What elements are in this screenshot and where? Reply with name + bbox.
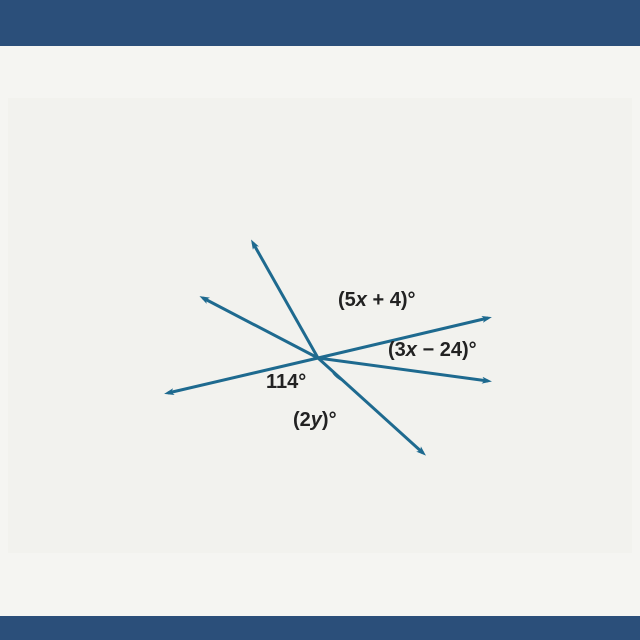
ray-se (318, 358, 423, 453)
diagram-svg: (5x + 4)° (3x − 24)° 114° (2y)° (148, 228, 528, 508)
label-top: (5x + 4)° (338, 289, 416, 311)
ray-e (318, 358, 488, 381)
page-area: (5x + 4)° (3x − 24)° 114° (2y)° (0, 46, 640, 616)
angle-diagram: (5x + 4)° (3x − 24)° 114° (2y)° (148, 228, 528, 508)
label-left: 114° (266, 371, 306, 393)
content-box: (5x + 4)° (3x − 24)° 114° (2y)° (8, 98, 632, 553)
label-bottom: (2y)° (293, 409, 337, 431)
label-right: (3x − 24)° (388, 339, 477, 361)
